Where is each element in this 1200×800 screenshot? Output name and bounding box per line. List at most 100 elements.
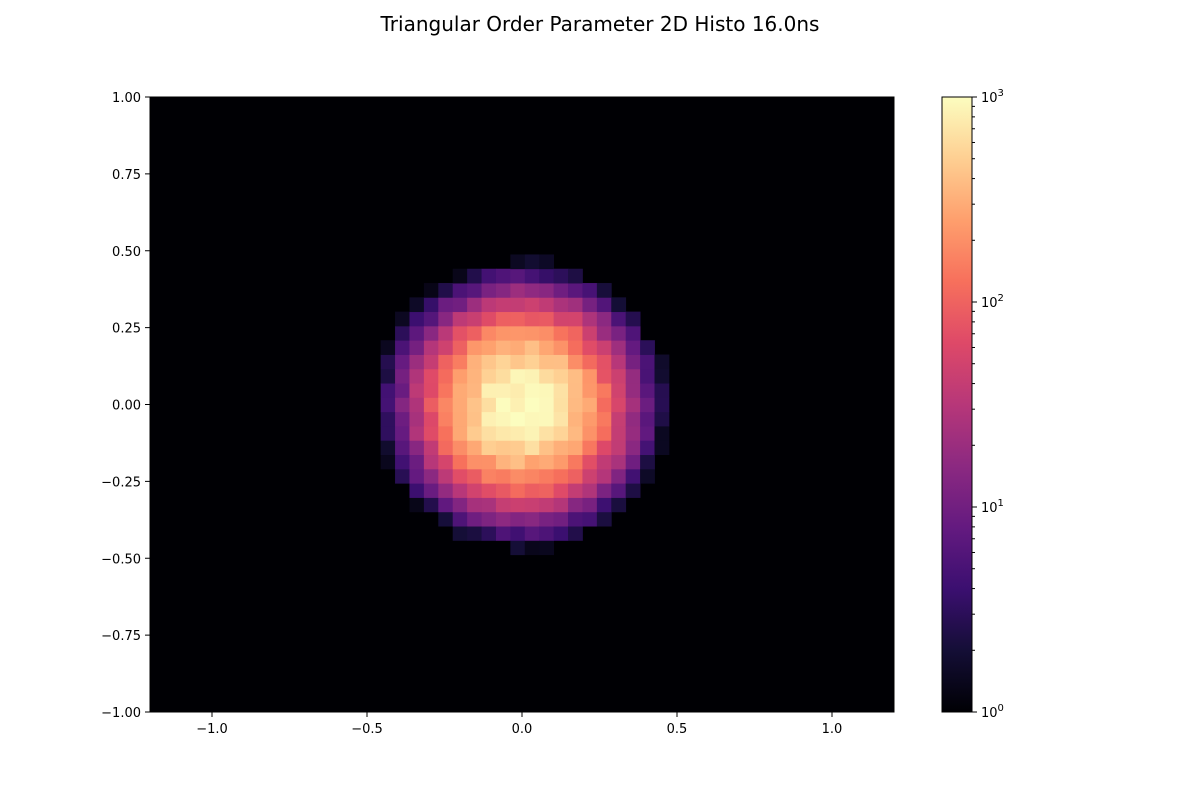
heatmap-cell xyxy=(409,483,425,498)
heatmap-cell xyxy=(539,526,555,541)
heatmap-cell xyxy=(582,368,598,384)
colorbar-tick-label: 100 xyxy=(981,703,1004,721)
heatmap-cell xyxy=(640,340,655,355)
heatmap-cell xyxy=(524,368,540,384)
heatmap-cell xyxy=(582,397,598,413)
heatmap-cell xyxy=(582,283,598,298)
heatmap-cell xyxy=(467,354,482,370)
heatmap-cell xyxy=(452,497,468,513)
heatmap-cell xyxy=(640,468,655,484)
heatmap-cell xyxy=(582,454,598,470)
heatmap-cell xyxy=(654,354,670,370)
x-axis: −1.0 −0.5 0.0 0.5 1.0 xyxy=(196,712,842,737)
heatmap-cell xyxy=(423,440,439,456)
heatmap-cell xyxy=(568,497,583,513)
heatmap-cell xyxy=(452,368,468,384)
heatmap-cell xyxy=(654,383,670,398)
heatmap-cell xyxy=(553,268,569,284)
heatmap-cell xyxy=(611,340,627,355)
heatmap-cell xyxy=(438,283,454,298)
heatmap-cell xyxy=(481,311,497,327)
heatmap-cell xyxy=(467,283,482,298)
y-tick-label: −0.75 xyxy=(101,629,141,644)
y-tick-label: 0.00 xyxy=(112,399,141,414)
heatmap-cell xyxy=(539,454,555,470)
heatmap-cell xyxy=(553,497,569,513)
heatmap-cell xyxy=(611,426,627,441)
heatmap-cell xyxy=(481,383,497,398)
heatmap-cell xyxy=(423,340,439,355)
heatmap-cell xyxy=(423,283,439,298)
heatmap-cell xyxy=(596,368,612,384)
heatmap-cell xyxy=(467,368,482,384)
heatmap-cell xyxy=(510,468,526,484)
heatmap-cell xyxy=(438,411,454,427)
heatmap-cell xyxy=(481,440,497,456)
heatmap-cell xyxy=(611,454,627,470)
heatmap-cell xyxy=(395,311,410,327)
heatmap-cell xyxy=(495,526,511,541)
heatmap-cell xyxy=(596,483,612,498)
colorbar: 100 101 102 103 xyxy=(941,88,1004,721)
heatmap-cell xyxy=(510,325,526,341)
heatmap-cell xyxy=(495,340,511,355)
heatmap-cell xyxy=(510,383,526,398)
heatmap-cell xyxy=(481,511,497,527)
heatmap-cell xyxy=(553,397,569,413)
x-tick-label: 0.0 xyxy=(512,722,533,737)
heatmap-cell xyxy=(568,383,583,398)
heatmap-cell xyxy=(640,454,655,470)
heatmap-cell xyxy=(452,426,468,441)
heatmap-cell xyxy=(539,397,555,413)
heatmap-cell xyxy=(395,411,410,427)
heatmap-cell xyxy=(625,440,641,456)
heatmap-cell xyxy=(438,497,454,513)
heatmap-cell xyxy=(524,325,540,341)
heatmap-cell xyxy=(582,340,598,355)
heatmap-cell xyxy=(452,383,468,398)
heatmap-cell xyxy=(481,340,497,355)
heatmap-cell xyxy=(625,454,641,470)
heatmap-cell xyxy=(524,454,540,470)
heatmap-cell xyxy=(539,268,555,284)
heatmap-cell xyxy=(495,411,511,427)
x-tick-label: −1.0 xyxy=(196,722,228,737)
chart-title: Triangular Order Parameter 2D Histo 16.0… xyxy=(380,12,820,36)
heatmap-cell xyxy=(539,540,555,556)
y-tick-label: −0.50 xyxy=(101,552,141,567)
heatmap-cell xyxy=(495,297,511,313)
heatmap-cell xyxy=(596,454,612,470)
y-tick-label: 1.00 xyxy=(112,91,141,106)
heatmap-cell xyxy=(409,354,425,370)
heatmap-cell xyxy=(380,383,396,398)
heatmap-cell xyxy=(640,368,655,384)
heatmap-cell xyxy=(510,311,526,327)
heatmap-cell xyxy=(380,440,396,456)
heatmap-cell xyxy=(596,297,612,313)
heatmap-cell xyxy=(467,311,482,327)
heatmap-cell xyxy=(625,311,641,327)
heatmap-cell xyxy=(510,440,526,456)
heatmap-cell xyxy=(495,311,511,327)
heatmap-cell xyxy=(553,483,569,498)
heatmap-cell xyxy=(423,383,439,398)
heatmap-cell xyxy=(423,426,439,441)
heatmap-cell xyxy=(409,440,425,456)
heatmap-cell xyxy=(611,354,627,370)
heatmap-cell xyxy=(524,297,540,313)
heatmap-cell xyxy=(582,311,598,327)
heatmap-cell xyxy=(409,411,425,427)
heatmap-cell xyxy=(524,311,540,327)
heatmap-cell xyxy=(596,468,612,484)
heatmap-cell xyxy=(568,483,583,498)
heatmap-cell xyxy=(452,511,468,527)
heatmap-cell xyxy=(452,440,468,456)
heatmap-cell xyxy=(568,368,583,384)
heatmap-cell xyxy=(423,297,439,313)
colorbar-tick-label: 103 xyxy=(981,88,1004,106)
y-tick-label: 0.25 xyxy=(112,322,141,337)
heatmap-cell xyxy=(611,368,627,384)
heatmap-cell xyxy=(395,426,410,441)
heatmap-cell xyxy=(539,426,555,441)
heatmap-cell xyxy=(582,426,598,441)
